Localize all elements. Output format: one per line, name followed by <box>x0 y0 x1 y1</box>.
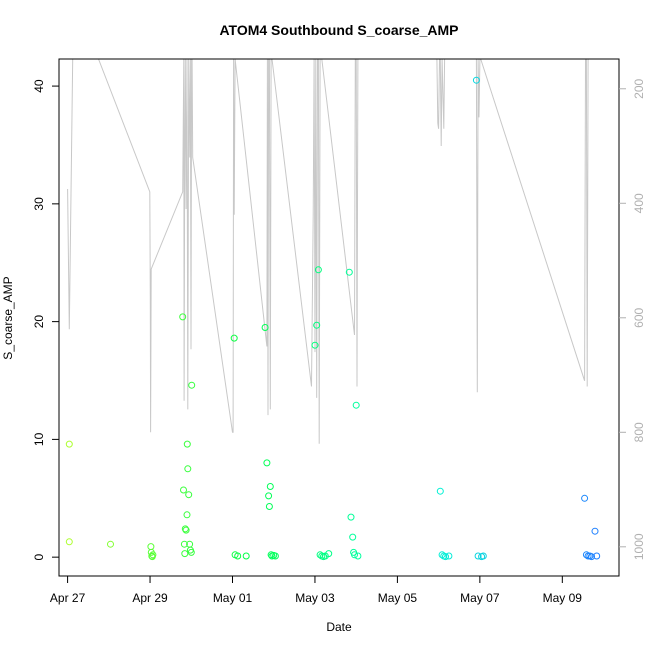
x-axis-label: Date <box>326 620 352 634</box>
x-tick-label: May 03 <box>295 591 335 605</box>
x-tick-label: May 09 <box>543 591 583 605</box>
y-axis-label: S_coarse_AMP <box>1 276 15 359</box>
y-axis: 0 10 20 30 40 <box>32 79 59 561</box>
data-point <box>271 552 279 560</box>
x-axis: Apr 27 Apr 29 May 01 May 03 May 05 May 07 May … <box>50 576 582 605</box>
data-point <box>181 550 189 558</box>
data-point <box>345 268 353 276</box>
data-point <box>181 525 189 533</box>
data-point <box>352 401 360 409</box>
data-point <box>149 551 157 559</box>
x-tick-label: Apr 29 <box>132 591 168 605</box>
data-point <box>183 440 191 448</box>
y2-tick-label: 200 <box>632 78 646 98</box>
point-layer <box>65 76 601 561</box>
data-point <box>313 321 321 329</box>
data-point <box>591 527 599 535</box>
data-point <box>351 551 358 559</box>
y2-tick-label: 800 <box>632 422 646 442</box>
data-point <box>474 552 482 560</box>
data-point <box>184 465 192 473</box>
y2-tick-label: 600 <box>632 307 646 327</box>
data-point <box>265 503 273 510</box>
data-point <box>242 552 250 560</box>
depth-line-layer <box>67 58 594 444</box>
data-point <box>185 491 193 499</box>
data-point <box>349 533 357 541</box>
data-point <box>179 313 187 321</box>
data-point <box>263 459 271 467</box>
plot-frame <box>58 58 620 577</box>
y-tick-label: 10 <box>32 432 46 446</box>
data-point <box>65 538 73 546</box>
data-point <box>314 266 322 274</box>
data-point <box>479 552 487 560</box>
data-point <box>472 76 480 84</box>
chart-title: ATOM4 Southbound S_coarse_AMP <box>219 22 458 38</box>
data-point <box>182 526 190 534</box>
data-point <box>230 334 238 342</box>
data-point <box>445 552 453 560</box>
data-point <box>267 551 275 559</box>
data-point <box>588 553 595 561</box>
right-y-axis: 200 400 600 800 1000 <box>619 78 646 560</box>
data-point <box>325 550 333 558</box>
data-point <box>107 540 114 548</box>
data-point <box>183 511 191 519</box>
data-point <box>261 324 269 331</box>
data-point <box>438 551 446 559</box>
y-tick-label: 40 <box>32 79 46 93</box>
data-point <box>581 494 589 502</box>
x-tick-label: May 07 <box>460 591 500 605</box>
data-point <box>311 341 319 349</box>
data-point <box>265 492 273 500</box>
data-point <box>187 548 195 556</box>
data-point <box>316 551 324 559</box>
data-point <box>436 487 444 495</box>
depth-series-line <box>67 58 594 444</box>
x-tick-label: May 05 <box>378 591 418 605</box>
data-point <box>188 381 196 389</box>
data-point <box>347 513 355 521</box>
data-point <box>593 552 601 560</box>
x-tick-label: Apr 27 <box>50 591 86 605</box>
y-tick-label: 30 <box>32 197 46 211</box>
y2-tick-label: 400 <box>632 193 646 213</box>
data-point <box>266 483 274 490</box>
y-tick-label: 20 <box>32 315 46 329</box>
data-point <box>180 486 187 494</box>
data-point <box>147 543 155 551</box>
y2-tick-label: 1000 <box>632 533 646 560</box>
x-tick-label: May 01 <box>213 591 253 605</box>
data-point <box>234 552 242 560</box>
data-point <box>354 552 362 560</box>
data-point <box>180 540 188 548</box>
data-point <box>442 553 449 561</box>
y-tick-label: 0 <box>32 554 46 561</box>
data-point <box>65 440 73 448</box>
